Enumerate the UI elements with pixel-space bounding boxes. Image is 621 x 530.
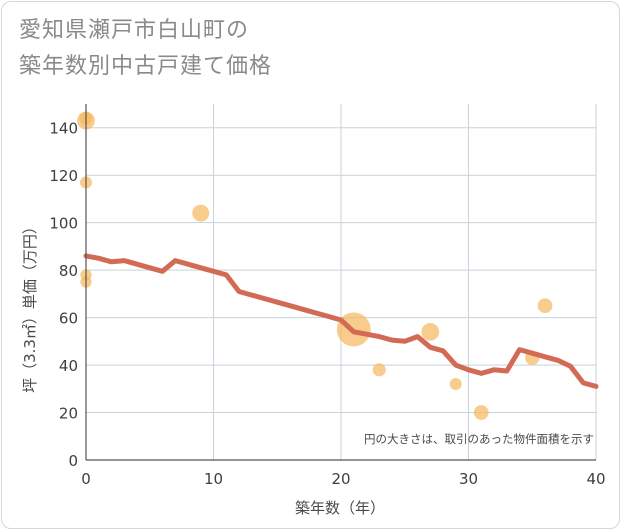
bubble-point	[372, 363, 386, 377]
bubble-point	[192, 204, 210, 222]
chart-title-line2: 築年数別中古戸建て価格	[19, 54, 273, 79]
y-tick-label: 20	[59, 405, 78, 423]
tick-labels: 0 10 20 30 40 0 20 40 60 80 100 120 140	[49, 120, 605, 488]
bubble-point	[473, 405, 489, 420]
axes	[85, 104, 596, 461]
size-note: 円の大きさは、取引のあった物件面積を示す	[364, 432, 594, 446]
y-tick-label: 140	[49, 120, 78, 138]
x-tick-label: 0	[81, 470, 91, 488]
trend-line	[83, 253, 599, 389]
chart-title: 愛知県瀬戸市白山町の 築年数別中古戸建て価格	[19, 13, 272, 85]
y-tick-label: 60	[59, 310, 78, 328]
bubble-point	[421, 322, 440, 341]
bubble-point	[449, 378, 462, 391]
y-tick-label: 80	[59, 262, 78, 280]
y-tick-label: 40	[59, 357, 78, 375]
bubble-point	[537, 298, 553, 314]
y-tick-label: 100	[49, 215, 78, 233]
x-tick-label: 20	[331, 470, 350, 488]
y-tick-label: 120	[49, 167, 78, 185]
x-tick-label: 40	[586, 470, 605, 488]
x-tick-label: 30	[459, 470, 478, 488]
grid-lines	[86, 104, 597, 460]
x-axis-label: 築年数（年）	[295, 499, 385, 517]
x-tick-label: 10	[204, 470, 223, 488]
y-axis-label: 坪（3.3㎡）単価（万円）	[21, 219, 39, 393]
bubble-series	[77, 111, 553, 420]
y-tick-label: 0	[68, 452, 78, 470]
chart-title-line1: 愛知県瀬戸市白山町の	[19, 18, 250, 43]
